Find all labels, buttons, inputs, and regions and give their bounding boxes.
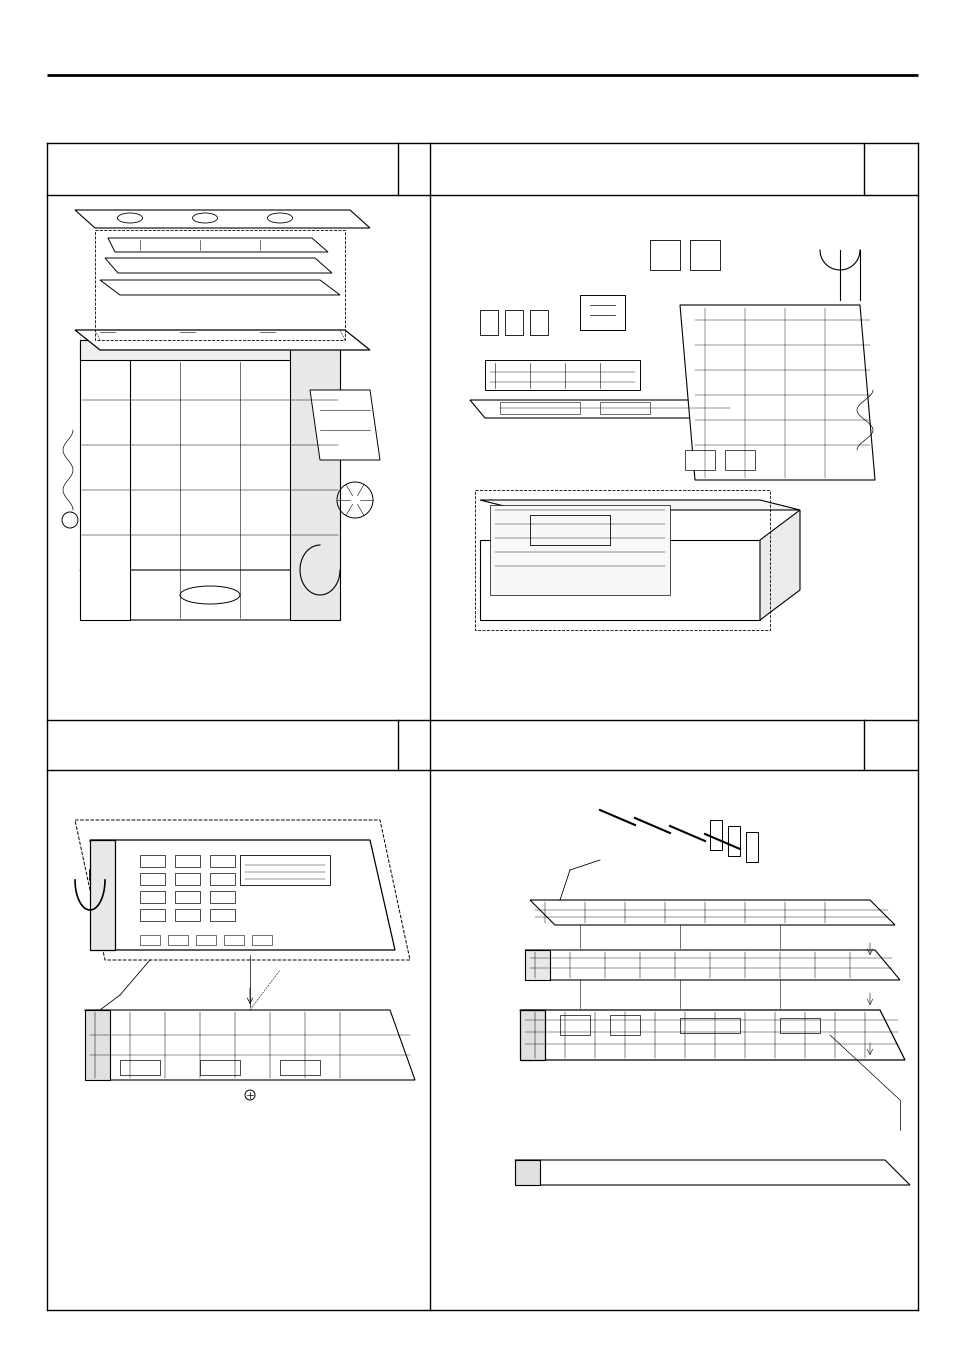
Polygon shape (760, 509, 800, 620)
Bar (499, 403, 579, 413)
Polygon shape (679, 305, 874, 480)
Ellipse shape (117, 213, 142, 223)
Ellipse shape (180, 586, 240, 604)
Polygon shape (80, 570, 339, 620)
Bar (224, 935, 244, 944)
Bar (780, 1019, 820, 1034)
Bar (140, 892, 165, 902)
Polygon shape (524, 950, 550, 979)
Bar (174, 855, 200, 867)
Bar (140, 855, 165, 867)
Polygon shape (515, 1161, 909, 1185)
Polygon shape (519, 1011, 544, 1061)
Bar (210, 892, 234, 902)
Polygon shape (85, 1011, 415, 1079)
Polygon shape (290, 340, 339, 620)
Polygon shape (90, 840, 115, 950)
Polygon shape (310, 390, 379, 459)
Polygon shape (80, 340, 130, 620)
Polygon shape (100, 280, 339, 295)
Bar (479, 309, 497, 335)
Bar (168, 935, 188, 944)
Bar (530, 515, 609, 544)
Polygon shape (515, 1161, 539, 1185)
Bar (280, 1061, 319, 1075)
Bar (559, 1015, 589, 1035)
Bar (140, 909, 165, 921)
Bar (579, 295, 624, 330)
Polygon shape (530, 900, 894, 925)
Bar (174, 873, 200, 885)
Bar (684, 450, 714, 470)
Bar (195, 935, 215, 944)
Bar (200, 1061, 240, 1075)
Bar (210, 909, 234, 921)
Bar (745, 832, 758, 862)
Polygon shape (470, 400, 764, 417)
Bar (724, 450, 754, 470)
Bar (689, 240, 720, 270)
Bar (140, 935, 160, 944)
Bar (240, 855, 330, 885)
Polygon shape (479, 500, 800, 509)
Bar (599, 403, 649, 413)
Bar (95, 230, 345, 340)
Polygon shape (479, 540, 760, 620)
Bar (210, 855, 234, 867)
Polygon shape (75, 209, 370, 228)
Bar (120, 1061, 160, 1075)
Polygon shape (108, 238, 328, 253)
Polygon shape (90, 840, 395, 950)
Bar (140, 873, 165, 885)
Bar (210, 873, 234, 885)
Ellipse shape (267, 213, 293, 223)
Bar (530, 309, 547, 335)
Bar (609, 1015, 639, 1035)
Bar (709, 820, 721, 850)
Bar (649, 240, 679, 270)
Polygon shape (80, 340, 339, 359)
Polygon shape (75, 330, 370, 350)
Bar (475, 490, 769, 630)
Polygon shape (85, 1011, 110, 1079)
Polygon shape (105, 258, 332, 273)
Bar (504, 309, 522, 335)
Bar (252, 935, 272, 944)
Ellipse shape (193, 213, 217, 223)
Bar (174, 909, 200, 921)
Bar (174, 892, 200, 902)
Polygon shape (484, 359, 639, 390)
Bar (727, 825, 740, 857)
Polygon shape (524, 950, 899, 979)
Polygon shape (519, 1011, 904, 1061)
Bar (679, 1019, 740, 1034)
Bar (490, 505, 669, 594)
